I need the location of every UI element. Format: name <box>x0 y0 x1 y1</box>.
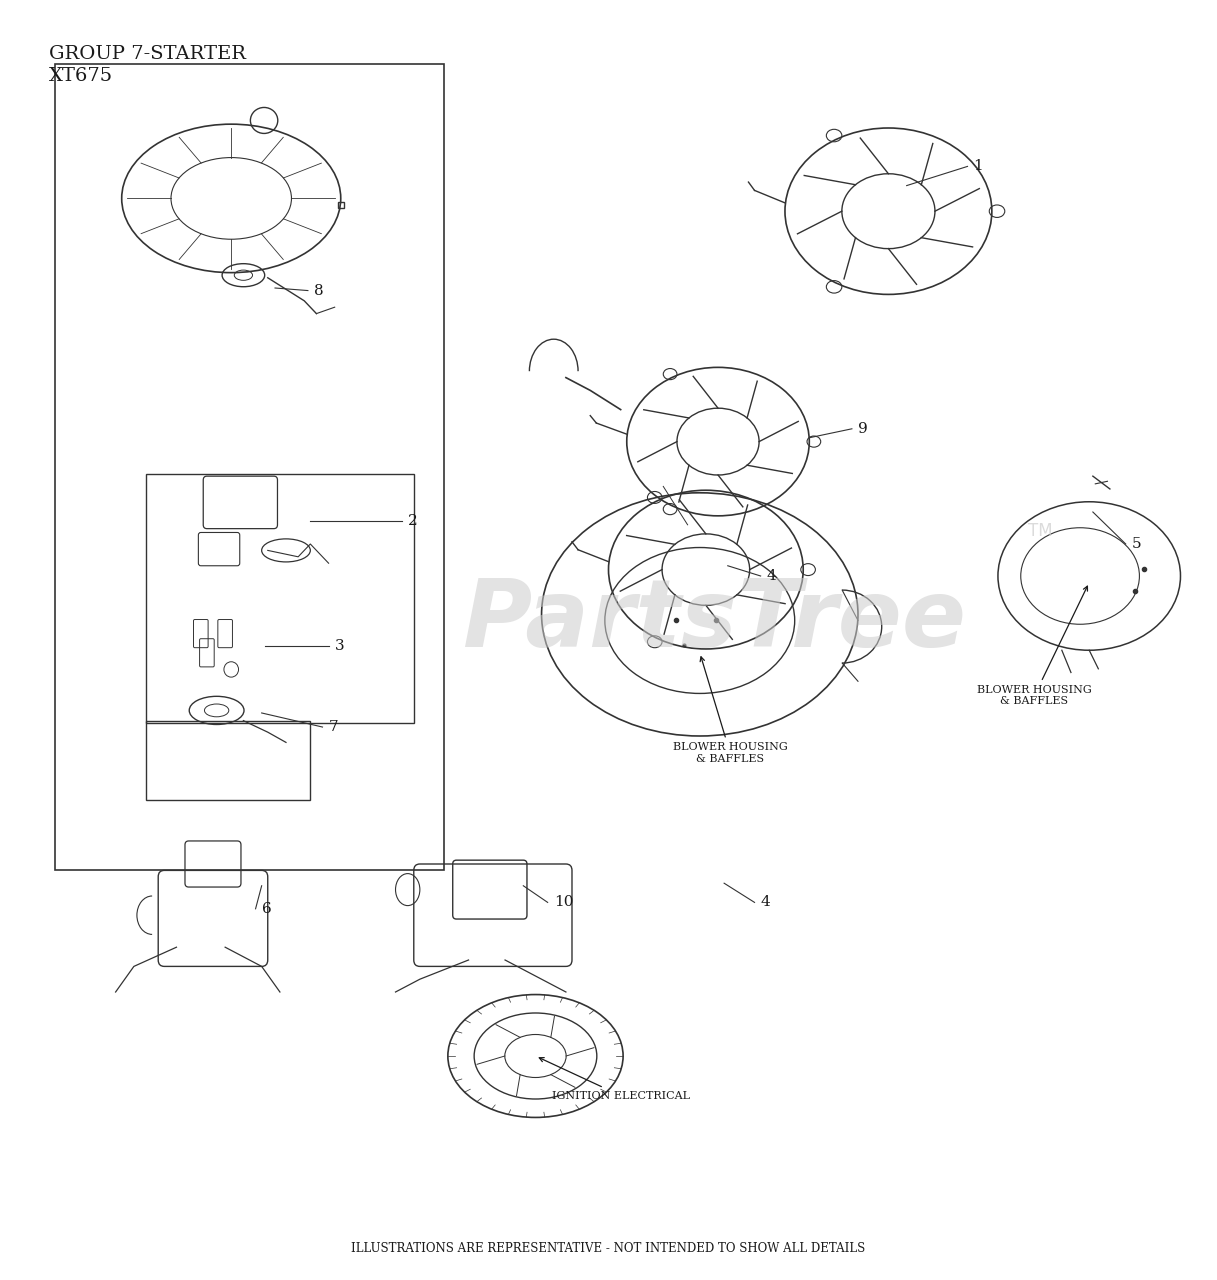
Bar <box>55 64 444 870</box>
Text: GROUP 7-STARTER: GROUP 7-STARTER <box>49 45 246 63</box>
Text: 1: 1 <box>974 160 983 173</box>
Text: XT675: XT675 <box>49 67 113 84</box>
Text: 5: 5 <box>1132 538 1142 550</box>
Text: TM: TM <box>1028 522 1053 540</box>
Bar <box>146 474 414 723</box>
Text: IGNITION ELECTRICAL: IGNITION ELECTRICAL <box>539 1057 690 1101</box>
Bar <box>146 721 310 800</box>
Text: 6: 6 <box>262 902 271 915</box>
Text: ILLUSTRATIONS ARE REPRESENTATIVE - NOT INTENDED TO SHOW ALL DETAILS: ILLUSTRATIONS ARE REPRESENTATIVE - NOT I… <box>352 1242 865 1254</box>
Text: 2: 2 <box>408 515 417 527</box>
Text: 3: 3 <box>335 640 344 653</box>
Text: 4: 4 <box>761 896 770 909</box>
Text: 9: 9 <box>858 422 868 435</box>
Text: 4: 4 <box>767 570 776 582</box>
Text: 10: 10 <box>554 896 573 909</box>
Text: BLOWER HOUSING
& BAFFLES: BLOWER HOUSING & BAFFLES <box>977 586 1092 707</box>
Text: PartsTree: PartsTree <box>462 575 966 667</box>
Text: BLOWER HOUSING
& BAFFLES: BLOWER HOUSING & BAFFLES <box>673 657 787 764</box>
Text: 7: 7 <box>329 721 338 733</box>
Text: 8: 8 <box>314 284 324 297</box>
